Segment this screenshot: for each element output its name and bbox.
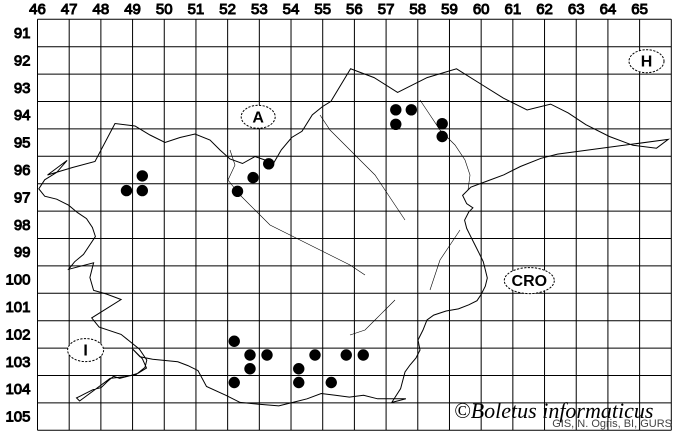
svg-text:59: 59	[441, 1, 458, 18]
svg-text:101: 101	[5, 299, 30, 316]
svg-text:92: 92	[14, 52, 31, 69]
svg-text:55: 55	[314, 1, 331, 18]
svg-text:99: 99	[14, 244, 31, 261]
svg-text:93: 93	[14, 80, 31, 97]
svg-text:91: 91	[14, 25, 31, 42]
svg-text:46: 46	[29, 1, 46, 18]
svg-text:96: 96	[14, 162, 31, 179]
svg-text:I: I	[83, 343, 87, 360]
svg-text:98: 98	[14, 217, 31, 234]
svg-text:95: 95	[14, 135, 31, 152]
svg-text:GIS, N. Ogris, BI, GURS: GIS, N. Ogris, BI, GURS	[552, 418, 672, 430]
svg-text:50: 50	[156, 1, 173, 18]
svg-text:102: 102	[5, 326, 30, 343]
svg-text:64: 64	[600, 1, 617, 18]
svg-text:57: 57	[378, 1, 395, 18]
svg-text:CRO: CRO	[512, 273, 548, 290]
svg-text:62: 62	[536, 1, 553, 18]
svg-text:103: 103	[5, 354, 30, 371]
svg-text:48: 48	[93, 1, 110, 18]
svg-text:58: 58	[409, 1, 426, 18]
svg-text:53: 53	[251, 1, 268, 18]
svg-text:54: 54	[283, 1, 300, 18]
svg-text:63: 63	[568, 1, 585, 18]
svg-text:105: 105	[5, 409, 30, 426]
svg-text:51: 51	[188, 1, 205, 18]
svg-text:52: 52	[219, 1, 236, 18]
svg-text:49: 49	[124, 1, 141, 18]
svg-text:97: 97	[14, 189, 31, 206]
svg-text:100: 100	[5, 272, 30, 289]
svg-text:94: 94	[14, 107, 31, 124]
svg-text:56: 56	[346, 1, 363, 18]
svg-text:47: 47	[61, 1, 78, 18]
svg-text:104: 104	[5, 381, 30, 398]
svg-text:61: 61	[505, 1, 522, 18]
svg-text:H: H	[641, 54, 653, 71]
svg-text:65: 65	[631, 1, 648, 18]
svg-text:60: 60	[473, 1, 490, 18]
svg-text:A: A	[252, 109, 264, 126]
